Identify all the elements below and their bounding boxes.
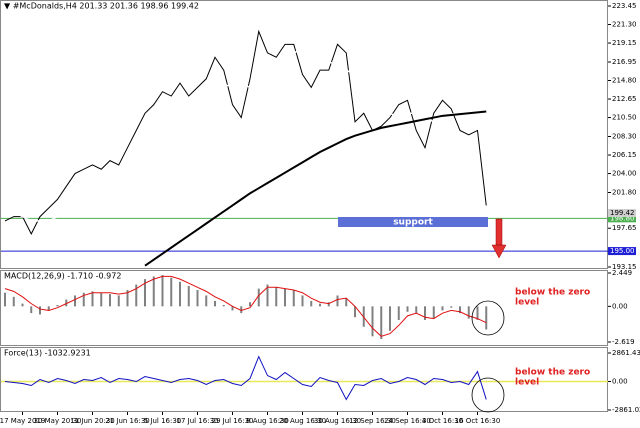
y-tick-label: 2861.433	[612, 349, 640, 357]
x-tick-label: 29 Jul 16:30	[212, 417, 254, 425]
x-tick-label: 24 Sep 16:30	[384, 417, 431, 425]
y-tick-label: 223.45	[612, 2, 637, 10]
x-tick-label: 30 Aug 16:30	[314, 417, 361, 425]
series-line	[144, 110, 487, 267]
support-box	[338, 217, 488, 227]
current-price-tag	[608, 208, 636, 217]
y-tick-label: 210.50	[612, 114, 637, 122]
x-tick-label: 21 Jun 16:30	[105, 417, 149, 425]
highlight-circle	[471, 300, 505, 336]
price-panel	[0, 0, 608, 269]
y-tick-label: 197.65	[612, 224, 637, 232]
y-tick-label: 204.00	[612, 170, 637, 178]
support-label: support	[393, 218, 433, 228]
y-tick-label: 0.00	[612, 302, 628, 310]
arrow-head	[491, 244, 507, 259]
highlight-circle	[471, 377, 505, 413]
x-tick-label: 4 Oct 16:30	[422, 417, 463, 425]
x-tick-label: 17 May 2019	[0, 417, 45, 425]
y-tick-label: -2.619	[612, 338, 635, 346]
x-tick-label: 16 Oct 16:30	[455, 417, 501, 425]
macd-title: MACD(12,26,9) -1.710 -0.972	[4, 272, 121, 281]
y-tick-label: 0.00	[612, 378, 628, 386]
annotation: below the zero	[515, 368, 590, 378]
y-tick-label: 221.30	[612, 21, 637, 29]
x-tick-label: 12 Sep 16:30	[349, 417, 396, 425]
annotation: below the zero	[515, 288, 590, 298]
annotation: level	[515, 298, 539, 308]
y-tick-label: 208.30	[612, 133, 637, 141]
y-tick-label: 219.15	[612, 39, 637, 47]
y-tick-label: 206.15	[612, 151, 637, 159]
force-panel	[0, 347, 608, 412]
y-tick-label: 212.65	[612, 95, 637, 103]
x-tick-label: 5 Jul 16:30	[144, 417, 182, 425]
price-tag-label: 195.00	[610, 247, 635, 255]
force-title: Force(13) -1032.9231	[4, 349, 91, 358]
macd-panel	[0, 270, 608, 346]
current-price-label: 199.42	[610, 209, 635, 217]
price-tag	[608, 214, 636, 223]
x-tick-label: 30 May 20:30	[33, 417, 81, 425]
price-tag	[608, 247, 636, 256]
annotation: level	[515, 378, 539, 388]
price-tag-label: 198.80	[610, 214, 635, 222]
series-line	[4, 29, 487, 235]
y-tick-label: 201.80	[612, 188, 637, 196]
x-tick-label: 17 Jul 16:30	[177, 417, 219, 425]
x-tick-label: 11 Jun 20:30	[70, 417, 114, 425]
y-tick-label: -2861.02	[612, 406, 640, 414]
y-tick-label: 193.15	[612, 263, 637, 271]
series-line	[4, 47, 487, 222]
y-tick-label: 216.95	[612, 58, 637, 66]
y-tick-label: 2.449	[612, 269, 632, 277]
x-tick-label: 20 Aug 16:30	[279, 417, 326, 425]
arrow-shaft	[495, 218, 503, 246]
y-tick-label: 214.80	[612, 77, 637, 85]
series-line	[4, 355, 487, 401]
price-title: ▼ #McDonalds,H4 201.33 201.36 198.96 199…	[4, 2, 199, 11]
x-tick-label: 8 Aug 16:30	[246, 417, 289, 425]
series-line	[4, 275, 487, 337]
